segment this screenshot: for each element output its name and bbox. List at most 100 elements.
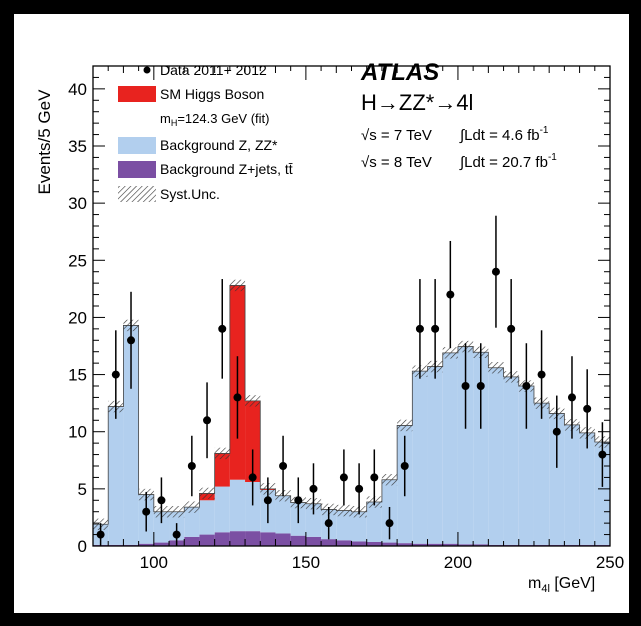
legend-higgs-label: SM Higgs Boson — [160, 86, 264, 102]
data-point — [203, 416, 212, 425]
bar-background-z-zz — [564, 424, 580, 545]
bar-background-z-zz — [457, 346, 474, 545]
data-point — [294, 496, 303, 505]
data-point — [142, 507, 151, 516]
bar-background-z-jets-tt — [381, 542, 398, 546]
legend-zjets-label: Background Z+jets, tt̄ — [160, 161, 293, 177]
bar-background-z-jets-tt — [229, 531, 246, 546]
data-point — [279, 462, 288, 470]
bar-background-z-jets-tt — [457, 544, 474, 546]
bar-background-z-zz — [214, 486, 230, 533]
bar-background-z-zz — [579, 432, 595, 545]
data-point — [446, 290, 455, 299]
bar-sm-higgs-boson — [214, 453, 230, 487]
y-tick-label: 5 — [78, 480, 87, 499]
legend: Data 2011+ 2012 SM Higgs Boson mH=124.3 … — [118, 62, 293, 202]
process-label: H→ZZ*→4l — [361, 90, 473, 115]
atlas-label: ATLAS — [360, 59, 439, 86]
legend-syst-label: Syst.Unc. — [160, 186, 220, 202]
bar-background-z-jets-tt — [184, 536, 200, 546]
y-tick-label: 35 — [68, 137, 87, 156]
bar-background-z-zz — [442, 352, 458, 544]
data-point — [172, 530, 181, 539]
data-point — [96, 530, 105, 539]
bar-background-z-jets-tt — [305, 536, 322, 546]
bar-background-z-zz — [594, 442, 610, 545]
data-point — [537, 370, 546, 379]
bar-background-z-zz — [549, 413, 565, 545]
data-point — [127, 336, 136, 345]
bar-background-z-zz — [533, 403, 550, 545]
data-point — [491, 267, 500, 276]
legend-zjets-swatch — [118, 161, 156, 178]
legend-data-label: Data 2011+ 2012 — [160, 62, 267, 78]
bar-background-z-jets-tt — [351, 541, 367, 546]
bar-background-z-zz — [123, 325, 139, 545]
legend-zz-label: Background Z, ZZ* — [160, 137, 278, 153]
data-point — [431, 324, 440, 333]
x-tick-label: 150 — [292, 553, 320, 572]
bar-background-z-jets-tt — [321, 539, 337, 546]
data-point — [218, 324, 227, 333]
bar-background-z-jets-tt — [260, 532, 276, 546]
y-tick-label: 25 — [68, 251, 87, 270]
bar-background-z-zz — [366, 502, 382, 542]
plot-frame: 0 5 10 15 20 25 30 35 40 100 150 200 250 Events/5 Ge… — [14, 14, 629, 613]
total-outline — [92, 285, 610, 546]
bar-background-z-zz — [427, 366, 443, 544]
bar-background-z-jets-tt — [245, 531, 261, 546]
data-point — [552, 427, 561, 436]
axes: 0 5 10 15 20 25 30 35 40 100 150 200 250 — [68, 65, 624, 572]
bar-background-z-zz — [153, 511, 170, 543]
data-point — [187, 462, 196, 470]
legend-data-marker — [143, 66, 151, 74]
bar-background-z-jets-tt — [290, 535, 306, 546]
bar-background-z-zz — [473, 352, 489, 545]
bar-background-z-jets-tt — [397, 543, 413, 546]
bar-background-z-zz — [518, 386, 534, 545]
data-point — [400, 462, 409, 470]
bar-background-z-jets-tt — [214, 532, 230, 546]
data-point — [309, 484, 318, 493]
data-point — [157, 496, 166, 505]
bar-background-z-jets-tt — [442, 543, 458, 546]
bar-background-z-zz — [199, 500, 215, 535]
legend-zz-swatch — [118, 137, 156, 154]
legend-higgs-swatch — [118, 86, 156, 102]
bar-background-z-zz — [503, 376, 519, 545]
bar-background-z-jets-tt — [366, 542, 382, 546]
bar-background-z-jets-tt — [138, 543, 154, 546]
bar-background-z-jets-tt — [199, 534, 215, 546]
y-tick-label: 0 — [78, 537, 87, 556]
data-point — [248, 473, 257, 482]
y-tick-label: 30 — [68, 194, 87, 213]
bar-background-z-zz — [351, 511, 367, 542]
data-point — [355, 484, 364, 493]
x-tick-label: 100 — [140, 553, 168, 572]
bar-background-z-zz — [275, 495, 291, 534]
data-point — [415, 324, 424, 333]
data-point — [233, 393, 242, 402]
y-tick-label: 40 — [68, 80, 87, 99]
bar-background-z-jets-tt — [336, 540, 352, 546]
bar-background-z-jets-tt — [473, 544, 489, 546]
legend-syst-swatch — [118, 186, 156, 202]
data-point — [476, 382, 485, 390]
y-tick-label: 10 — [68, 423, 87, 442]
x-tick-label: 250 — [596, 553, 624, 572]
data-point — [385, 519, 394, 528]
bar-background-z-zz — [184, 507, 200, 537]
bar-background-z-zz — [229, 479, 246, 532]
y-axis-label: Events/5 GeV — [35, 89, 54, 195]
histogram-chart: 0 5 10 15 20 25 30 35 40 100 150 200 250 Events/5 Ge… — [35, 59, 624, 595]
data-point — [339, 473, 348, 482]
data-point — [507, 324, 516, 333]
bar-background-z-jets-tt — [275, 533, 291, 546]
data-point — [111, 370, 120, 379]
y-tick-label: 20 — [68, 308, 87, 327]
bar-background-z-zz — [412, 371, 428, 544]
bar-background-z-jets-tt — [412, 543, 428, 546]
bar-background-z-zz — [245, 482, 261, 532]
bar-background-z-zz — [488, 367, 504, 545]
data-points — [96, 215, 607, 546]
